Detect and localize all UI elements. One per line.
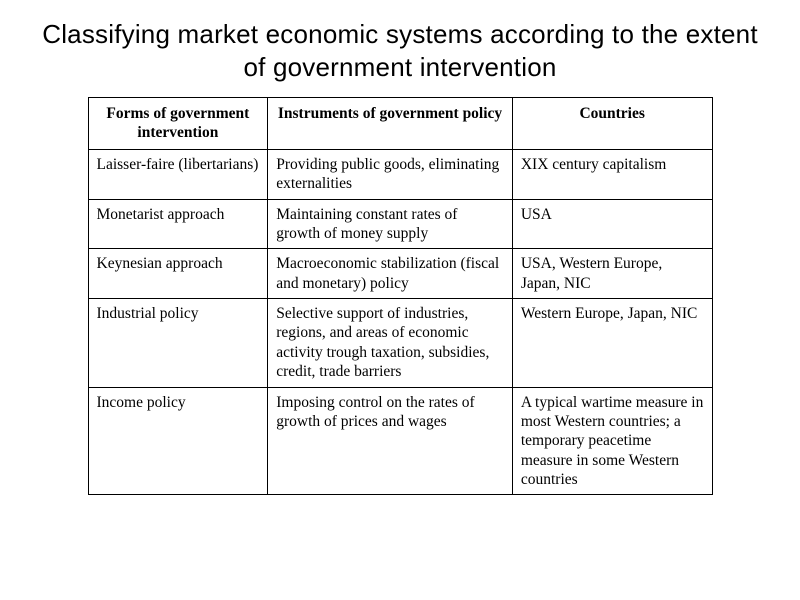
cell-forms: Income policy xyxy=(88,387,268,495)
cell-countries: USA xyxy=(512,199,712,249)
table-row: Keynesian approach Macroeconomic stabili… xyxy=(88,249,712,299)
col-header-forms: Forms of government intervention xyxy=(88,98,268,150)
col-header-instruments: Instruments of government policy xyxy=(268,98,513,150)
cell-forms: Monetarist approach xyxy=(88,199,268,249)
cell-forms: Laisser-faire (libertarians) xyxy=(88,149,268,199)
cell-forms: Industrial policy xyxy=(88,299,268,388)
cell-countries: XIX century capitalism xyxy=(512,149,712,199)
table-row: Laisser-faire (libertarians) Providing p… xyxy=(88,149,712,199)
cell-countries: A typical wartime measure in most Wester… xyxy=(512,387,712,495)
cell-instruments: Macroeconomic stabilization (fiscal and … xyxy=(268,249,513,299)
cell-instruments: Imposing control on the rates of growth … xyxy=(268,387,513,495)
cell-countries: USA, Western Europe, Japan, NIC xyxy=(512,249,712,299)
table-container: Forms of government intervention Instrum… xyxy=(88,97,713,495)
cell-instruments: Selective support of industries, regions… xyxy=(268,299,513,388)
table-row: Industrial policy Selective support of i… xyxy=(88,299,712,388)
cell-instruments: Providing public goods, eliminating exte… xyxy=(268,149,513,199)
table-row: Income policy Imposing control on the ra… xyxy=(88,387,712,495)
col-header-countries: Countries xyxy=(512,98,712,150)
cell-forms: Keynesian approach xyxy=(88,249,268,299)
economic-systems-table: Forms of government intervention Instrum… xyxy=(88,97,713,495)
slide: Classifying market economic systems acco… xyxy=(0,0,800,600)
cell-instruments: Maintaining constant rates of growth of … xyxy=(268,199,513,249)
table-row: Monetarist approach Maintaining constant… xyxy=(88,199,712,249)
cell-countries: Western Europe, Japan, NIC xyxy=(512,299,712,388)
table-header-row: Forms of government intervention Instrum… xyxy=(88,98,712,150)
slide-title: Classifying market economic systems acco… xyxy=(40,18,760,83)
